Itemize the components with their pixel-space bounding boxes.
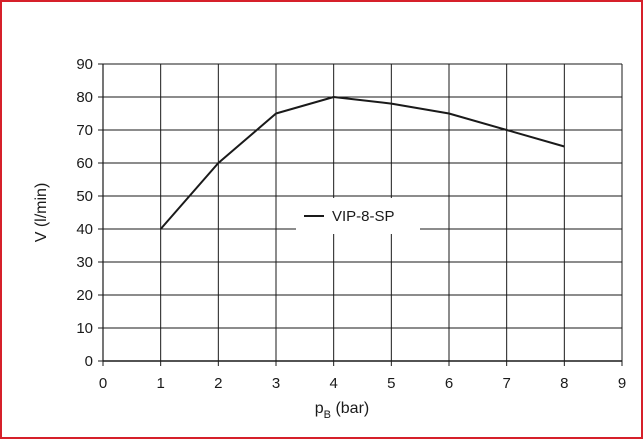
legend-label: VIP-8-SP xyxy=(332,208,395,225)
grid-lines xyxy=(103,63,623,361)
series-lines xyxy=(159,96,565,230)
y-tick-label: 10 xyxy=(76,320,93,337)
legend: VIP-8-SP xyxy=(296,198,420,234)
x-axis-label: pB (bar) xyxy=(315,400,369,421)
y-tick-label: 30 xyxy=(76,254,93,271)
x-axis-label-subscript: B xyxy=(324,409,331,421)
axes xyxy=(98,63,623,366)
x-tick-labels: 0 1 2 3 4 5 6 7 8 9 xyxy=(99,375,626,392)
x-tick-label: 6 xyxy=(445,375,453,392)
y-tick-label: 90 xyxy=(76,56,93,73)
x-tick-label: 2 xyxy=(214,375,222,392)
y-tick-label: 70 xyxy=(76,122,93,139)
x-tick-label: 7 xyxy=(502,375,510,392)
y-tick-label: 50 xyxy=(76,188,93,205)
x-tick-label: 1 xyxy=(156,375,164,392)
x-tick-label: 5 xyxy=(387,375,395,392)
x-tick-label: 3 xyxy=(272,375,280,392)
y-tick-label: 80 xyxy=(76,89,93,106)
y-axis-label: V (l/min) xyxy=(33,183,50,243)
y-tick-label: 0 xyxy=(85,353,93,370)
y-tick-label: 40 xyxy=(76,221,93,238)
y-tick-label: 60 xyxy=(76,155,93,172)
x-tick-label: 9 xyxy=(618,375,626,392)
x-tick-label: 4 xyxy=(329,375,337,392)
x-axis-label-unit: (bar) xyxy=(331,400,369,417)
x-axis-label-main: p xyxy=(315,400,324,417)
y-tick-labels: 0 10 20 30 40 50 60 70 80 90 xyxy=(76,56,93,370)
x-tick-label: 0 xyxy=(99,375,107,392)
y-tick-label: 20 xyxy=(76,287,93,304)
x-tick-label: 8 xyxy=(560,375,568,392)
series-line xyxy=(159,96,565,230)
